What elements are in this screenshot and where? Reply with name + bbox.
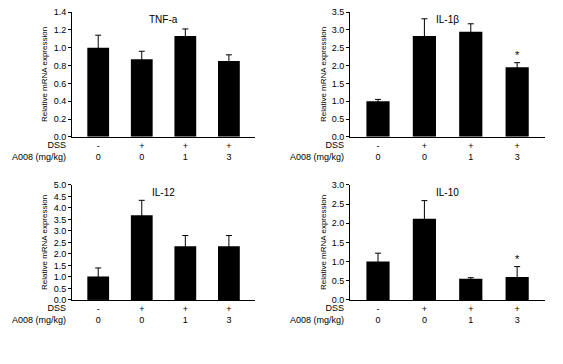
svg-text:1.2: 1.2	[54, 25, 67, 35]
svg-text:1.0: 1.0	[54, 43, 67, 53]
svg-text:2.0: 2.0	[54, 249, 67, 259]
svg-text:-0: -0	[96, 141, 101, 163]
svg-text:1.0: 1.0	[332, 96, 345, 106]
svg-text:Relative mRNA expression: Relative mRNA expression	[319, 195, 328, 290]
svg-text:4.0: 4.0	[54, 203, 67, 213]
svg-text:0.0: 0.0	[332, 295, 345, 305]
svg-text:0.5: 0.5	[332, 114, 345, 124]
svg-text:Relative mRNA expression: Relative mRNA expression	[40, 27, 49, 122]
svg-text:+3: +3	[226, 304, 231, 326]
svg-text:+0: +0	[139, 141, 144, 163]
svg-text:0.4: 0.4	[54, 96, 67, 106]
svg-text:2.5: 2.5	[54, 238, 67, 248]
svg-text:+1: +1	[183, 304, 188, 326]
svg-text:IL-10: IL-10	[436, 187, 459, 198]
svg-text:3.5: 3.5	[332, 7, 345, 17]
svg-text:IL-12: IL-12	[152, 187, 175, 198]
svg-text:0.8: 0.8	[54, 61, 67, 71]
svg-text:+3: +3	[515, 141, 520, 163]
svg-text:+3: +3	[226, 141, 231, 163]
svg-text:0.0: 0.0	[332, 132, 345, 142]
svg-text:-0: -0	[96, 304, 101, 326]
svg-text:1.0: 1.0	[332, 257, 345, 267]
svg-text:2.0: 2.0	[332, 218, 345, 228]
svg-text:1.4: 1.4	[54, 7, 67, 17]
svg-text:+1: +1	[183, 141, 188, 163]
svg-text:+3: +3	[515, 304, 520, 326]
svg-text:0.5: 0.5	[332, 276, 345, 286]
svg-text:Relative mRNA expression: Relative mRNA expression	[40, 195, 49, 290]
svg-text:0.0: 0.0	[54, 132, 67, 142]
svg-text:*: *	[515, 49, 520, 61]
svg-text:+0: +0	[422, 304, 427, 326]
svg-text:-0: -0	[376, 304, 381, 326]
svg-text:+1: +1	[468, 141, 473, 163]
svg-text:1.5: 1.5	[54, 261, 67, 271]
svg-text:2.5: 2.5	[332, 199, 345, 209]
svg-text:TNF-a: TNF-a	[149, 14, 178, 25]
svg-text:2.5: 2.5	[332, 43, 345, 53]
svg-text:4.5: 4.5	[54, 192, 67, 202]
svg-text:DSSA008 (mg/kg): DSSA008 (mg/kg)	[12, 140, 66, 162]
svg-text:3.0: 3.0	[332, 180, 345, 190]
svg-text:5.0: 5.0	[54, 180, 67, 190]
svg-text:Relative mRNA expression: Relative mRNA expression	[319, 27, 328, 122]
svg-text:3.0: 3.0	[54, 226, 67, 236]
svg-text:1.5: 1.5	[332, 79, 345, 89]
svg-text:2.0: 2.0	[332, 61, 345, 71]
svg-text:0.5: 0.5	[54, 284, 67, 294]
svg-text:DSSA008 (mg/kg): DSSA008 (mg/kg)	[290, 303, 344, 325]
svg-text:0.0: 0.0	[54, 295, 67, 305]
svg-text:+0: +0	[422, 141, 427, 163]
svg-text:3.0: 3.0	[332, 25, 345, 35]
svg-text:1.0: 1.0	[54, 272, 67, 282]
svg-text:*: *	[515, 253, 520, 265]
svg-text:DSSA008 (mg/kg): DSSA008 (mg/kg)	[290, 140, 344, 162]
svg-text:-0: -0	[376, 141, 381, 163]
svg-text:DSSA008 (mg/kg): DSSA008 (mg/kg)	[12, 303, 66, 325]
svg-text:+1: +1	[468, 304, 473, 326]
svg-text:+0: +0	[139, 304, 144, 326]
svg-text:0.6: 0.6	[54, 79, 67, 89]
svg-text:3.5: 3.5	[54, 215, 67, 225]
svg-text:1.5: 1.5	[332, 238, 345, 248]
svg-text:0.2: 0.2	[54, 114, 67, 124]
svg-text:IL-1β: IL-1β	[436, 14, 459, 25]
